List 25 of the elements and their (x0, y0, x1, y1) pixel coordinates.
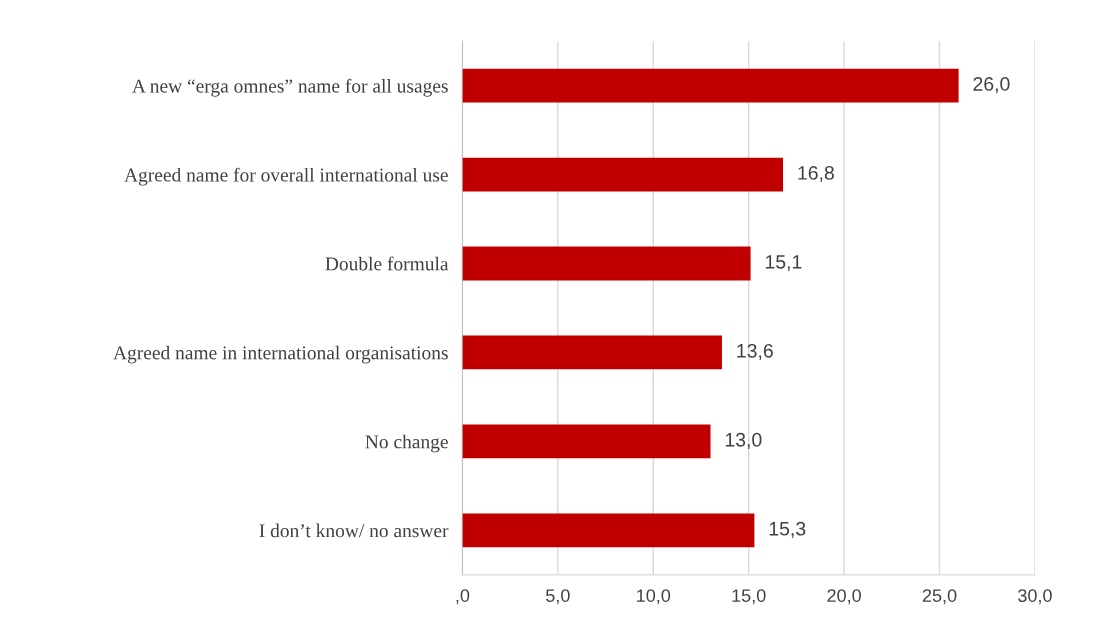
x-tick-label: 15,0 (732, 589, 766, 605)
y-tick-label: Double formula (325, 256, 449, 271)
y-tick-label: I don’t know/ no answer (259, 523, 449, 538)
data-label: 13,6 (737, 343, 773, 360)
x-tick-label: 5,0 (546, 589, 570, 605)
data-label: 15,3 (769, 521, 806, 538)
data-label: 15,1 (765, 255, 802, 272)
data-label: 13,0 (725, 432, 762, 449)
x-tick-label: 30,0 (1018, 589, 1052, 605)
y-tick-label: Agreed name for overall international use (124, 167, 448, 186)
data-label: 26,0 (973, 77, 1010, 94)
bar (462, 513, 755, 548)
bar (462, 335, 722, 370)
x-tick-label: 25,0 (922, 589, 957, 605)
bar (462, 424, 711, 459)
x-tick-label: 20,0 (827, 589, 861, 605)
x-tick-label: ,0 (456, 589, 470, 605)
bar (462, 157, 784, 192)
y-tick-label: Agreed name in international organisations (113, 345, 448, 364)
bar (462, 246, 751, 281)
x-tick-label: 10,0 (637, 589, 671, 605)
y-tick-label: No change (365, 434, 448, 453)
data-label: 16,8 (798, 166, 834, 183)
bar (462, 68, 959, 103)
y-tick-label: A new “erga omnes” name for all usages (132, 78, 448, 97)
